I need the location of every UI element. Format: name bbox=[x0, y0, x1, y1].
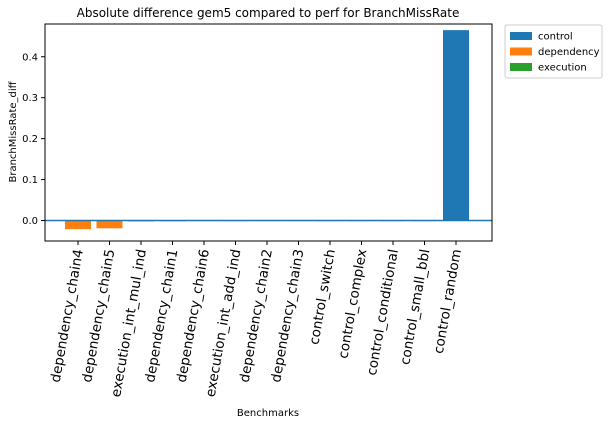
y-tick-label: 0.2 bbox=[22, 134, 38, 145]
y-ticks-layer: 0.0 0.1 0.2 0.3 0.4 bbox=[22, 52, 45, 227]
legend-swatch-control bbox=[510, 32, 532, 40]
y-tick-label: 0.3 bbox=[22, 93, 38, 104]
legend-label-dependency: dependency bbox=[538, 47, 600, 58]
bar-control_random bbox=[443, 30, 469, 221]
legend-swatch-execution bbox=[510, 63, 532, 71]
legend-label-control: control bbox=[538, 32, 573, 43]
legend-swatch-dependency bbox=[510, 47, 532, 56]
plot-area-frame bbox=[44, 23, 493, 242]
bar-dependency_chain5 bbox=[96, 220, 123, 229]
legend-label-execution: execution bbox=[538, 63, 587, 74]
chart-title: Absolute difference gem5 compared to per… bbox=[77, 6, 460, 20]
y-tick-label: 0.4 bbox=[22, 52, 38, 63]
x-axis-label: Benchmarks bbox=[237, 408, 299, 419]
bar-dependency_chain4 bbox=[65, 220, 91, 230]
legend: control dependency execution bbox=[504, 24, 603, 79]
y-tick-label: 0.1 bbox=[22, 175, 38, 186]
y-tick-label: 0.0 bbox=[22, 216, 38, 227]
y-axis-label: BranchMissRate_diff bbox=[8, 80, 19, 182]
